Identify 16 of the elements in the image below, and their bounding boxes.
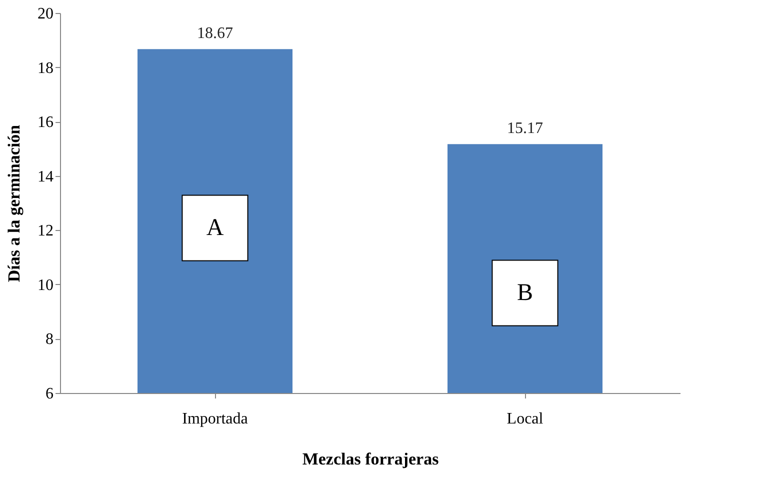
y-tick-label: 10: [38, 276, 54, 294]
y-tick-label: 8: [46, 331, 54, 348]
x-tick-label: Importada: [182, 410, 248, 428]
y-tick-label: 20: [38, 6, 54, 22]
annotation: B: [516, 280, 534, 306]
y-tick-label: 14: [38, 168, 54, 186]
y-tick-label: 6: [46, 386, 54, 402]
data-label: 15.17: [507, 120, 543, 138]
annotation: A: [206, 215, 224, 241]
y-tick-label: 12: [38, 222, 54, 240]
y-axis-title: Días a la germinación: [4, 124, 24, 282]
x-axis-title: Mezclas forrajeras: [302, 450, 440, 468]
y-tick-label: 18: [38, 60, 54, 77]
x-tick-label: Local: [506, 410, 544, 428]
data-label: 18.67: [197, 25, 233, 42]
y-tick-label: 16: [38, 114, 54, 132]
